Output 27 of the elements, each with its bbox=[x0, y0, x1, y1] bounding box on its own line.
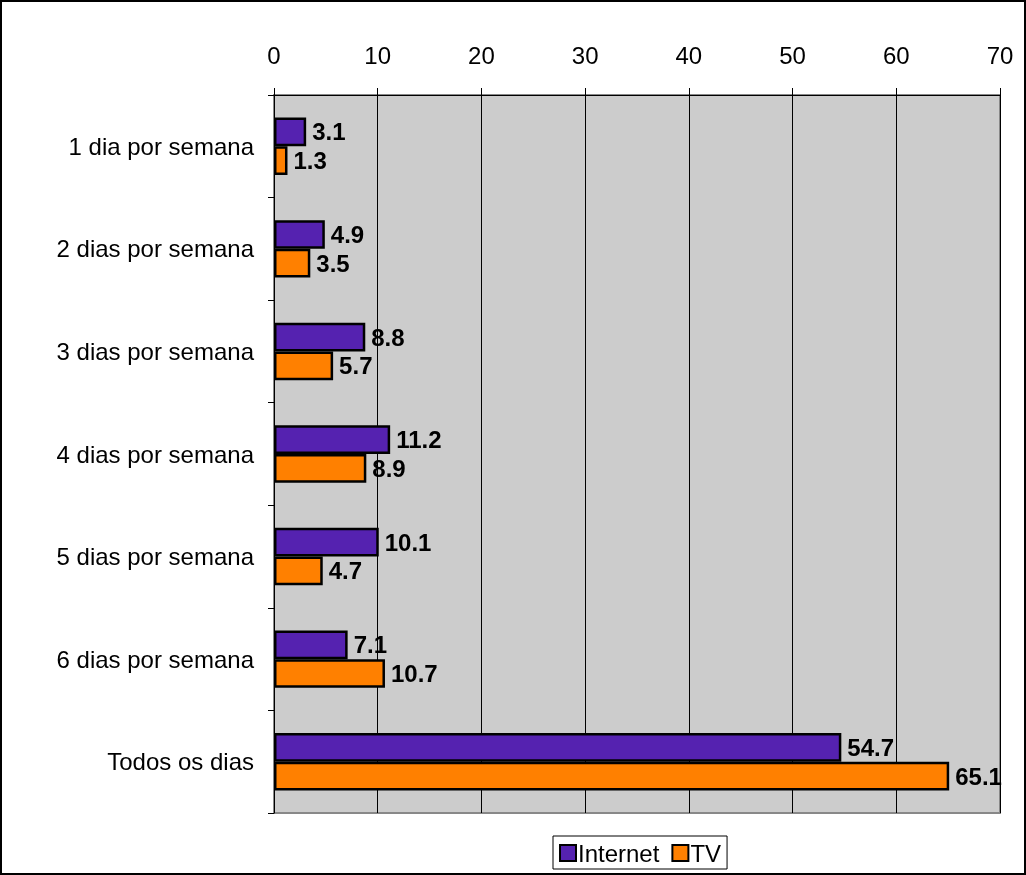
data-label: 4.9 bbox=[330, 221, 365, 248]
x-tick-label: 70 bbox=[986, 41, 1014, 69]
y-tick-label: Todos os dias bbox=[107, 748, 254, 776]
data-label: 5.7 bbox=[339, 352, 373, 380]
data-label: 10.7 bbox=[390, 660, 438, 687]
data-label: 11.2 bbox=[396, 426, 442, 454]
legend-label: TV bbox=[690, 839, 722, 867]
data-label: 54.7 bbox=[847, 733, 895, 761]
x-tick-label: 40 bbox=[675, 41, 703, 69]
legend-label: Internet bbox=[578, 839, 660, 867]
x-tick-label: 10 bbox=[364, 41, 392, 69]
data-label: 3.1 bbox=[312, 118, 346, 146]
y-tick-label: 5 dias por semana bbox=[56, 543, 255, 571]
y-tick-label: 3 dias por semana bbox=[56, 337, 255, 365]
data-label: 10.1 bbox=[384, 528, 432, 556]
x-tick-label: 50 bbox=[779, 41, 806, 69]
data-label: 3.5 bbox=[316, 249, 350, 277]
data-label: 4.7 bbox=[328, 557, 363, 585]
y-tick-label: 6 dias por semana bbox=[56, 645, 255, 673]
data-label: 1.3 bbox=[293, 147, 327, 175]
x-tick-label: 20 bbox=[468, 41, 495, 69]
y-tick-label: 4 dias por semana bbox=[56, 440, 255, 468]
y-tick-label: 1 dia por semana bbox=[68, 132, 255, 160]
x-tick-label: 30 bbox=[571, 41, 599, 69]
x-tick-label: 60 bbox=[882, 41, 910, 69]
x-tick-label: 0 bbox=[267, 41, 281, 69]
y-tick-label: 2 dias por semana bbox=[56, 235, 255, 263]
